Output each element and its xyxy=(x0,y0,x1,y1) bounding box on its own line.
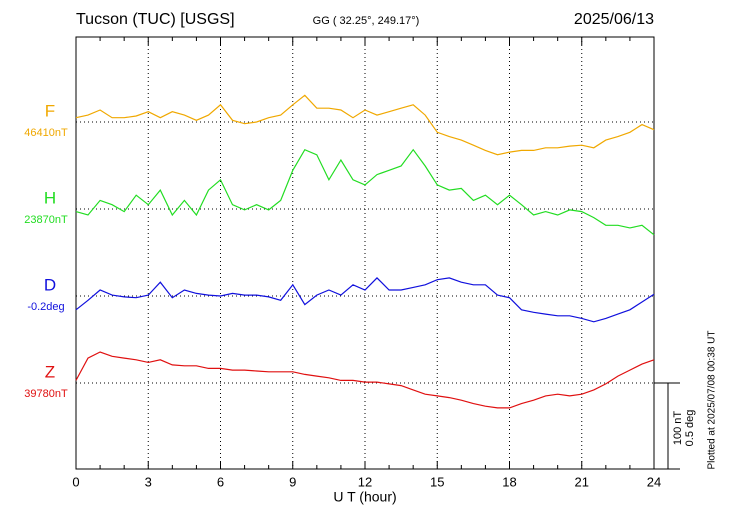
x-tick-label: 24 xyxy=(647,474,661,489)
chart-subtitle: GG ( 32.25°, 249.17°) xyxy=(313,15,420,27)
x-tick-label: 3 xyxy=(145,474,152,489)
x-tick-label: 12 xyxy=(358,474,372,489)
series-baseline: 23870nT xyxy=(24,214,68,226)
series-line xyxy=(75,94,655,156)
footnote: Plotted at 2025/07/08 00:38 UT xyxy=(707,331,718,470)
series-line xyxy=(75,277,655,323)
chart-date: 2025/06/13 xyxy=(574,11,654,28)
x-tick-label: 9 xyxy=(289,474,296,489)
scale-bar-label: 100 nT xyxy=(672,411,684,446)
series-baseline: -0.2deg xyxy=(27,301,64,313)
x-axis-label: U T (hour) xyxy=(333,489,396,505)
series-baseline: 39780nT xyxy=(24,388,68,400)
scale-bar-label: 0.5 deg xyxy=(684,410,696,447)
series-name: D xyxy=(44,275,56,294)
x-tick-label: 6 xyxy=(217,474,224,489)
series-name: H xyxy=(44,188,56,207)
series-line xyxy=(75,148,655,236)
series-name: Z xyxy=(45,362,55,381)
series-line xyxy=(75,351,655,409)
series-name: F xyxy=(45,101,55,120)
chart-title: Tucson (TUC) [USGS] xyxy=(76,11,235,28)
x-tick-label: 18 xyxy=(502,474,516,489)
x-tick-label: 15 xyxy=(430,474,444,489)
x-tick-label: 21 xyxy=(575,474,589,489)
series-baseline: 46410nT xyxy=(24,127,68,139)
x-tick-label: 0 xyxy=(72,474,79,489)
